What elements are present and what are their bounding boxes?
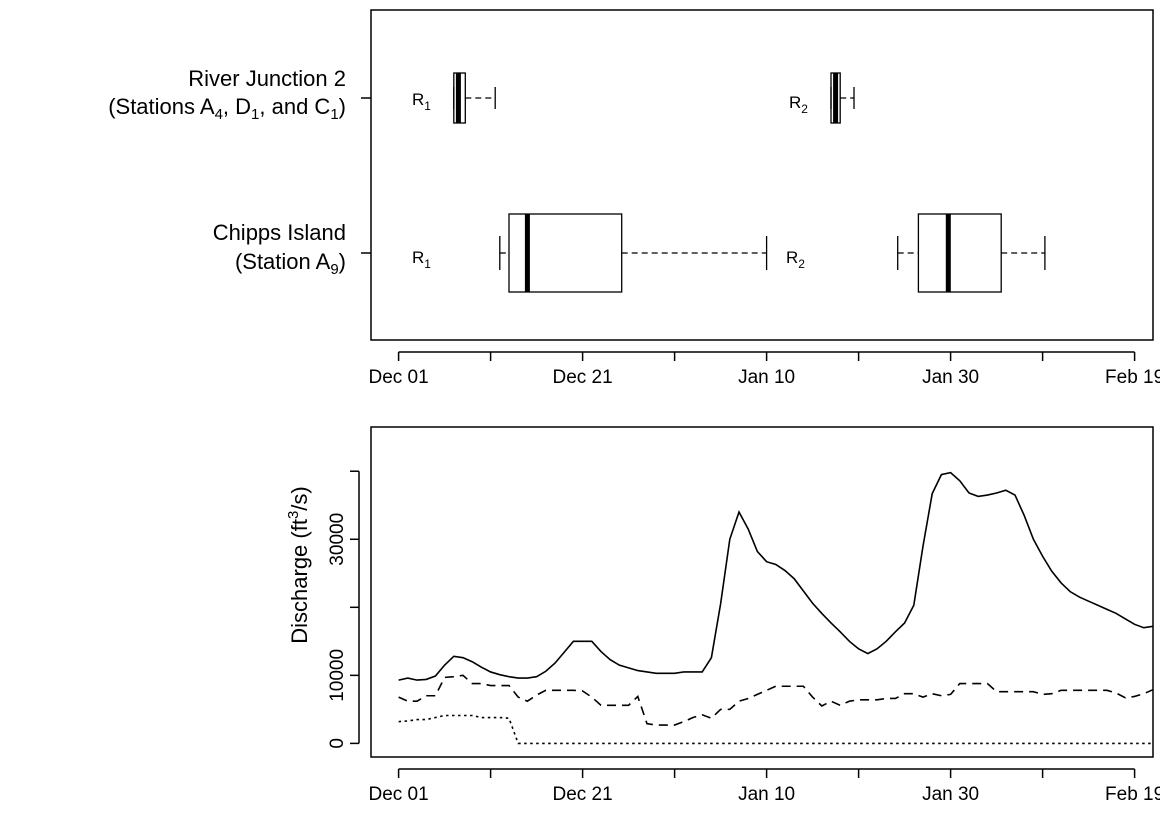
release-label-r2-river-junction: R2 [789,93,808,116]
boxplot-panel: River Junction 2 (Stations A4, D1, and C… [108,9,1160,388]
y-tick-label-30000: 30000 [327,513,348,566]
y-tick-label-0: 0 [327,738,348,749]
release-label-r1-chipps-island: R1 [412,248,431,271]
x-tick-label-dec-21: Dec 21 [552,784,612,805]
boxplot-river-junction-r2 [830,72,855,124]
x-tick-label-jan-10: Jan 10 [738,367,795,388]
discharge-frame [370,426,1154,758]
series-line-dotted [398,714,1153,745]
iqr-box [508,213,623,293]
top-x-axis: Dec 01 Dec 21 Jan 10 Jan 30 Feb 19 [368,351,1160,388]
bottom-x-axis: Dec 01 Dec 21 Jan 10 Jan 30 Feb 19 [368,768,1160,805]
x-tick-label-dec-01: Dec 01 [368,367,428,388]
y-axis-label: Discharge (ft3/s) [285,486,312,644]
release-label-r2-chipps-island: R2 [786,248,805,271]
boxplot-frame [370,9,1154,341]
boxes-layer [453,72,1046,293]
iqr-box [917,213,1002,293]
row-label-river-junction-line2: (Stations A4, D1, and C1) [108,94,346,123]
series-line-solid [398,471,1153,681]
row-label-chipps-island-line1: Chipps Island [213,220,346,245]
bottom-y-axis: 0 10000 30000 [327,470,360,749]
boxplot-chipps-island-r2 [897,213,1046,293]
series-line-dashed [398,674,1153,726]
x-tick-label-feb-19: Feb 19 [1105,367,1160,388]
x-tick-label-dec-21: Dec 21 [552,367,612,388]
series-layer [398,471,1153,745]
row-label-chipps-island: Chipps Island (Station A9) [213,220,346,278]
row-label-chipps-island-line2: (Station A9) [235,249,346,278]
release-label-r1-river-junction: R1 [412,90,431,113]
x-tick-label-jan-10: Jan 10 [738,784,795,805]
x-tick-label-feb-19: Feb 19 [1105,784,1160,805]
x-tick-label-jan-30: Jan 30 [922,367,979,388]
discharge-panel: 0 10000 30000 Dec 01 Dec 21 Jan 10 Jan 30 Feb … [285,426,1160,805]
x-tick-label-dec-01: Dec 01 [368,784,428,805]
row-label-river-junction-line1: River Junction 2 [188,66,346,91]
boxplot-river-junction-r1 [453,72,496,124]
row-label-river-junction: River Junction 2 (Stations A4, D1, and C… [108,66,346,123]
boxplot-chipps-island-r1 [499,213,768,293]
x-tick-label-jan-30: Jan 30 [922,784,979,805]
y-tick-label-10000: 10000 [327,649,348,702]
